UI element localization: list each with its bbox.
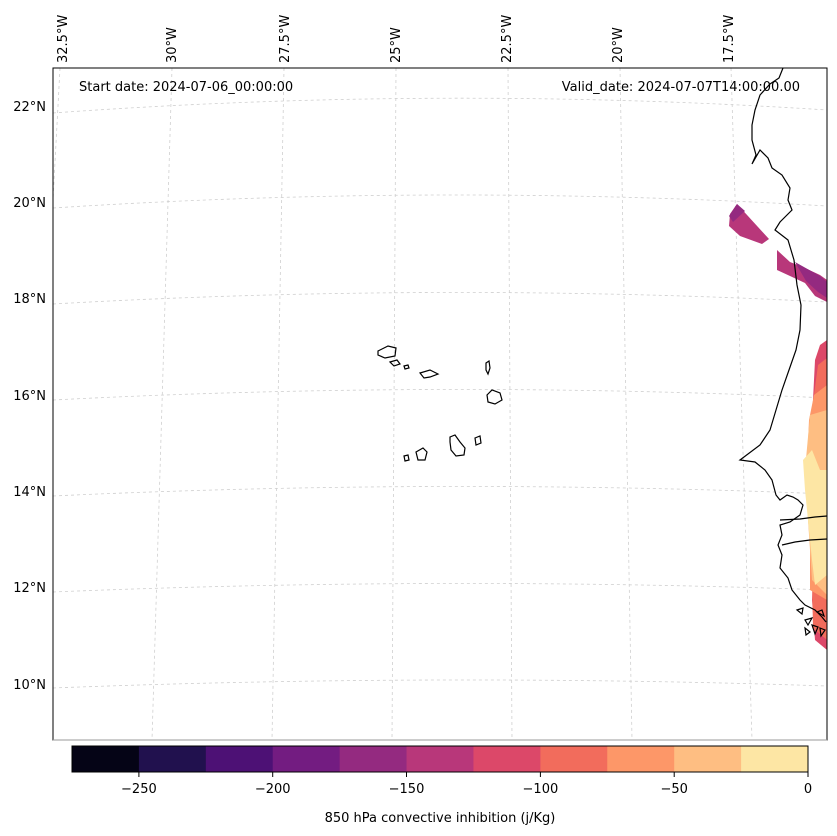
- colorbar: [72, 746, 809, 772]
- lon-label: 17.5°W: [722, 15, 737, 63]
- graticule: [52, 67, 828, 741]
- colorbar-segment: [339, 746, 408, 772]
- colorbar-title: 850 hPa convective inhibition (j/Kg): [325, 811, 556, 826]
- colorbar-tick-label: −100: [523, 782, 559, 797]
- colorbar-segment: [607, 746, 675, 772]
- lat-label: 22°N: [13, 100, 46, 115]
- lon-label: 22.5°W: [500, 15, 515, 63]
- fogo-island: [415, 447, 428, 461]
- colorbar-tick-label: −250: [121, 782, 157, 797]
- lon-label: 20°W: [611, 27, 626, 63]
- lat-label: 18°N: [13, 292, 46, 307]
- brava-island: [403, 454, 410, 462]
- africa-coastline: [738, 67, 827, 623]
- boa-vista-island: [486, 389, 503, 405]
- lon-label: 32.5°W: [56, 15, 71, 63]
- santiago-island: [449, 434, 466, 457]
- lat-label: 16°N: [13, 389, 46, 404]
- colorbar-segment: [138, 746, 207, 772]
- valid-date-label: Valid_date: 2024-07-07T14:00:00.00: [562, 80, 800, 95]
- longitude-labels: 32.5°W 30°W 27.5°W 25°W 22.5°W 20°W 17.5…: [56, 15, 737, 63]
- colorbar-frame: [71, 745, 809, 773]
- colorbar-segment: [540, 746, 608, 772]
- sao-vicente-island: [388, 359, 401, 367]
- map-frame: [52, 67, 828, 741]
- lat-label: 10°N: [13, 678, 46, 693]
- colorbar-tick-label: −150: [389, 782, 425, 797]
- colorbar-segment: [741, 746, 809, 772]
- gambia-river: [779, 515, 828, 521]
- colorbar-tick-label: −200: [255, 782, 291, 797]
- colorbar-ticks: [138, 772, 809, 777]
- sal-island: [485, 359, 491, 376]
- lon-label: 25°W: [389, 27, 404, 63]
- lat-label: 14°N: [13, 485, 46, 500]
- colorbar-segment: [272, 746, 341, 772]
- sao-nicolau-island: [418, 369, 440, 379]
- colorbar-tick-label: −50: [660, 782, 687, 797]
- santo-antao-island: [377, 345, 397, 359]
- coastlines: [377, 67, 828, 638]
- lon-label: 30°W: [165, 27, 180, 63]
- cin-contours: [729, 204, 827, 650]
- colorbar-segment: [674, 746, 742, 772]
- santa-luzia-island: [403, 364, 410, 370]
- cin-region-mid: [777, 250, 827, 302]
- bijagos-islands: [795, 607, 826, 638]
- lat-label: 20°N: [13, 196, 46, 211]
- lat-label: 12°N: [13, 581, 46, 596]
- cin-region-mid-edge: [795, 262, 827, 298]
- casamance-river: [781, 538, 828, 546]
- colorbar-segment: [473, 746, 541, 772]
- cin-region-north-edge: [729, 204, 745, 222]
- colorbar-segment: [72, 746, 140, 772]
- maio-island: [474, 435, 482, 446]
- colorbar-segment: [406, 746, 474, 772]
- latitude-labels: 22°N 20°N 18°N 16°N 14°N 12°N 10°N: [13, 100, 46, 693]
- colorbar-segment: [205, 746, 274, 772]
- colorbar-tick-labels: −250 −200 −150 −100 −50 0: [121, 782, 812, 797]
- colorbar-tick-label: 0: [804, 782, 812, 797]
- lon-label: 27.5°W: [278, 15, 293, 63]
- start-date-label: Start date: 2024-07-06_00:00:00: [79, 80, 293, 95]
